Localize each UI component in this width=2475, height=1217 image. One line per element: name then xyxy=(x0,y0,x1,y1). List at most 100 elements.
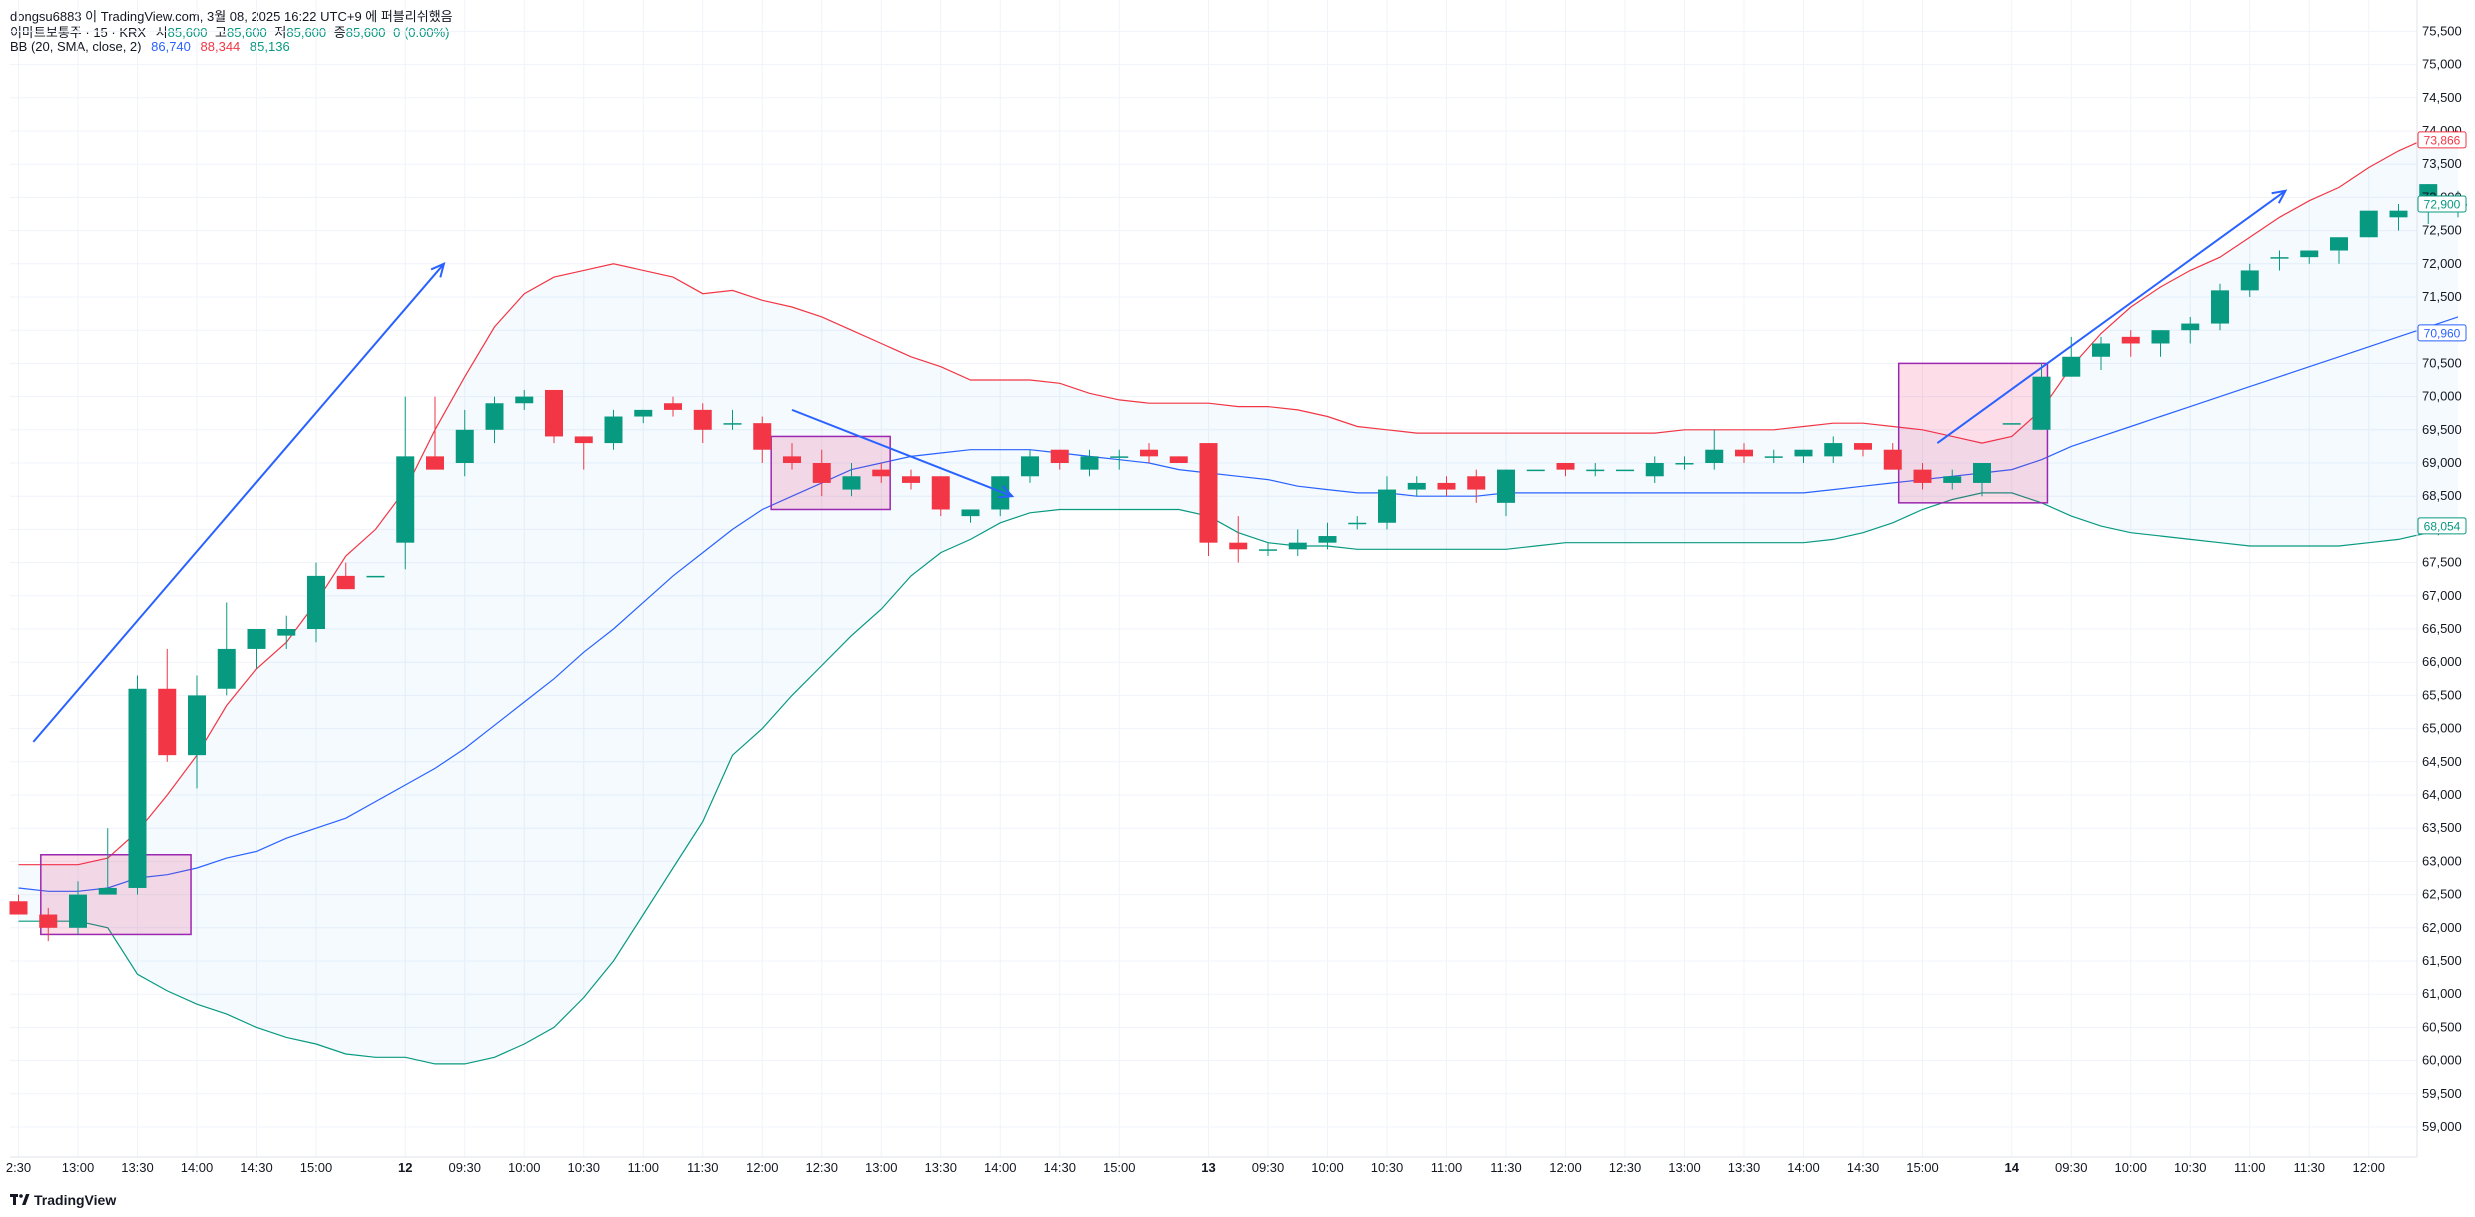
price-tick-label: 66,000 xyxy=(2422,654,2462,669)
price-badge xyxy=(2417,517,2467,535)
trend-arrow-head xyxy=(998,485,1015,499)
candle-body xyxy=(1883,449,1902,470)
price-badge xyxy=(2417,324,2467,342)
candle-body xyxy=(485,403,504,430)
candle-body xyxy=(1556,463,1575,470)
time-tick-label: 10:00 xyxy=(508,1160,541,1175)
time-tick-label: 15:00 xyxy=(1906,1160,1939,1175)
candle-body xyxy=(39,914,58,928)
candle-body xyxy=(2359,210,2378,238)
trend-arrow-head xyxy=(430,262,446,278)
candle-body xyxy=(2330,237,2348,251)
price-tick-label: 62,500 xyxy=(2422,887,2462,902)
candle-body xyxy=(277,629,296,636)
candle-body xyxy=(1943,476,1962,483)
candle-body xyxy=(307,575,325,629)
price-tick-label: 60,000 xyxy=(2422,1053,2462,1068)
candle-body xyxy=(1973,463,1991,483)
price-badge xyxy=(2417,195,2467,213)
candle-body xyxy=(366,575,385,578)
price-tick-label: 70,500 xyxy=(2422,355,2462,370)
candle-body xyxy=(2211,290,2229,324)
candle-body xyxy=(158,688,177,756)
candle-body xyxy=(455,429,474,463)
price-tick-label: 71,500 xyxy=(2422,289,2462,304)
time-tick-label: 09:30 xyxy=(2055,1160,2088,1175)
price-tick-label: 63,000 xyxy=(2422,853,2462,868)
bb-legend[interactable]: BB (20, SMA, close, 2) 86,740 88,344 85,… xyxy=(10,39,290,54)
trend-arrow xyxy=(791,408,1013,498)
price-tick-label: 69,500 xyxy=(2422,422,2462,437)
bb-upper-line xyxy=(18,130,2459,866)
candle-body xyxy=(1764,456,1783,458)
bb-label[interactable]: BB (20, SMA, close, 2) xyxy=(10,39,142,54)
candle-body xyxy=(2092,343,2110,357)
trend-arrow xyxy=(32,263,445,743)
price-badge-label: 68,054 xyxy=(2424,519,2461,533)
candle-body xyxy=(1229,542,1248,550)
candle-body xyxy=(604,416,623,444)
candles xyxy=(9,184,2467,942)
candle-body xyxy=(1110,456,1129,458)
tradingview-footer[interactable]: TradingView xyxy=(10,1192,116,1208)
candle-body xyxy=(783,456,801,463)
candle-body xyxy=(1913,469,1932,483)
price-tick-label: 75,000 xyxy=(2422,57,2462,72)
candle-body xyxy=(128,688,147,888)
time-tick-label: 11:00 xyxy=(1431,1160,1463,1175)
candle-body xyxy=(1675,463,1694,465)
price-badge xyxy=(2417,131,2467,149)
candle-body xyxy=(1645,463,1664,477)
candle-body xyxy=(1199,443,1218,543)
time-tick-label: 13:00 xyxy=(865,1160,898,1175)
time-axis[interactable]: 2:30 13:00 13:30 14:00 14:30 15:00 12 09:30 10:0… xyxy=(6,1156,2417,1175)
candle-body xyxy=(1735,449,1753,457)
price-tick-label: 62,000 xyxy=(2422,920,2462,935)
time-tick-label: 10:00 xyxy=(2114,1160,2147,1175)
candle-body xyxy=(426,456,444,470)
time-tick-label: 15:00 xyxy=(1103,1160,1136,1175)
candle-body xyxy=(1378,489,1396,523)
time-tick-label: 11:30 xyxy=(1490,1160,1522,1175)
time-tick-label: 13:00 xyxy=(62,1160,95,1175)
time-tick-label: 14:00 xyxy=(181,1160,214,1175)
annotation-arrows[interactable] xyxy=(32,189,2288,743)
price-tick-label: 74,500 xyxy=(2422,90,2462,105)
price-tick-label: 73,500 xyxy=(2422,156,2462,171)
price-tick-label: 67,500 xyxy=(2422,555,2462,570)
candle-body xyxy=(2121,336,2140,344)
price-badge-label: 72,900 xyxy=(2424,198,2461,212)
trend-arrow-head xyxy=(2271,189,2288,204)
price-tick-label: 61,500 xyxy=(2422,953,2462,968)
time-tick-label: 12:00 xyxy=(2352,1160,2385,1175)
candle-body xyxy=(69,894,87,928)
ohlc-open-key: 시 xyxy=(155,25,168,40)
time-tick-label: 14:30 xyxy=(240,1160,273,1175)
candle-body xyxy=(1407,482,1426,490)
candle-body xyxy=(188,695,206,756)
price-tick-label: 67,000 xyxy=(2422,588,2462,603)
time-tick-label: 12:00 xyxy=(1549,1160,1582,1175)
candle-body xyxy=(902,476,920,483)
candle-body xyxy=(1318,536,1337,543)
time-tick-label: 14:30 xyxy=(1847,1160,1880,1175)
candle-body xyxy=(515,396,534,404)
time-tick-label: 10:30 xyxy=(1371,1160,1404,1175)
price-tick-label: 69,000 xyxy=(2422,455,2462,470)
time-tick-label: 12 xyxy=(398,1160,412,1175)
time-tick-label: 12:00 xyxy=(746,1160,779,1175)
price-tick-label: 72,500 xyxy=(2422,223,2462,238)
candle-body xyxy=(1080,456,1099,470)
bb-basis-value: 86,740 xyxy=(151,39,191,54)
ohlc-high-key: 고 xyxy=(215,25,228,40)
price-badge-label: 70,960 xyxy=(2424,326,2461,340)
time-tick-label: 12:30 xyxy=(805,1160,838,1175)
candle-body xyxy=(545,389,563,437)
price-tick-label: 72,000 xyxy=(2422,256,2462,271)
price-tick-label: 70,000 xyxy=(2422,389,2462,404)
ohlc-change: 0 (0.00%) xyxy=(393,25,450,40)
candle-body xyxy=(1259,549,1277,551)
price-tick-label: 59,000 xyxy=(2422,1119,2462,1134)
price-tick-label: 66,500 xyxy=(2422,621,2462,636)
